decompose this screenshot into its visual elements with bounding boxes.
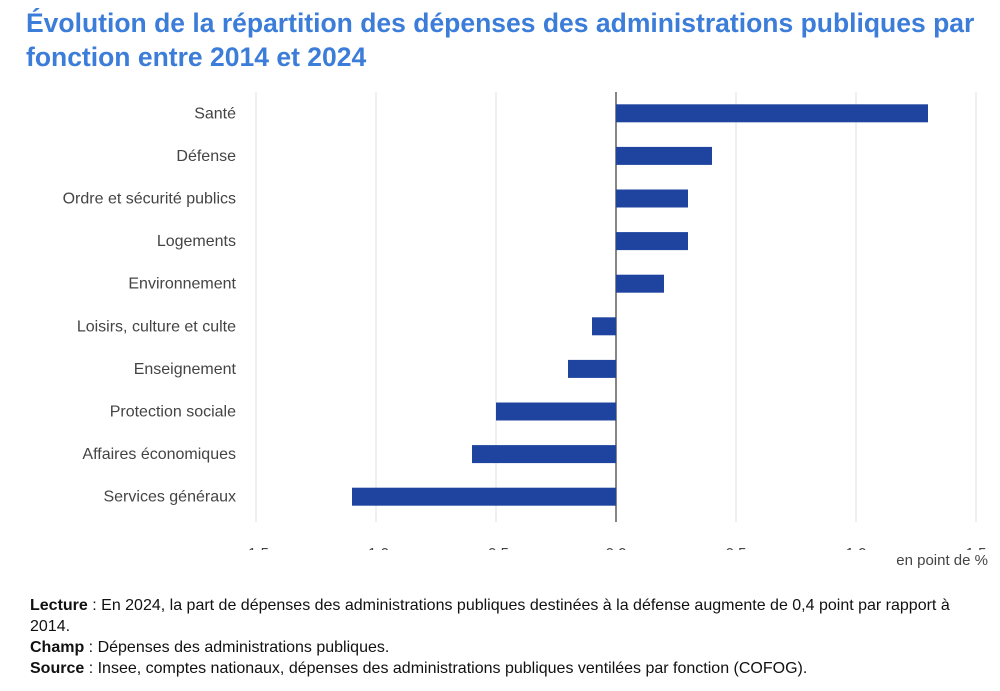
bar <box>472 445 616 464</box>
category-labels: Santé Défense Ordre et sécurité publics Log… <box>63 105 237 505</box>
bar <box>616 232 688 251</box>
x-tick-label: -1,0 <box>363 545 389 550</box>
x-tick-labels: -1,5 -1,0 -0,5 0,0 0,5 1,0 1,5 <box>243 545 986 550</box>
x-tick-label: -0,5 <box>483 545 509 550</box>
x-tick-label: -1,5 <box>243 545 269 550</box>
bar-chart: Santé Défense Ordre et sécurité publics Log… <box>63 92 986 550</box>
x-tick-label: 1,5 <box>966 545 987 550</box>
category-label: Affaires économiques <box>82 446 236 463</box>
bar <box>616 189 688 208</box>
note-champ: Champ : Dépenses des administrations pub… <box>30 639 390 656</box>
category-label: Santé <box>194 105 236 122</box>
category-label: Enseignement <box>134 361 237 378</box>
bar <box>616 104 928 123</box>
bar <box>496 402 616 421</box>
unit-label: en point de % <box>896 552 988 569</box>
chart-title: Évolution de la répartition des dépenses… <box>26 8 975 72</box>
x-tick-label: 0,5 <box>726 545 747 550</box>
x-tick-label: 0,0 <box>606 545 627 550</box>
category-label: Défense <box>176 148 236 165</box>
x-tick-label: 1,0 <box>846 545 867 550</box>
note-lecture: Lecture : En 2024, la part de dépenses d… <box>30 597 950 635</box>
bar <box>616 274 664 293</box>
category-label: Protection sociale <box>110 404 236 421</box>
bar <box>616 146 712 165</box>
bars <box>352 104 928 506</box>
category-label: Services généraux <box>103 489 236 506</box>
chart-notes: Lecture : En 2024, la part de dépenses d… <box>30 595 980 679</box>
bar <box>592 317 616 336</box>
category-label: Loisirs, culture et culte <box>77 318 236 335</box>
category-label: Logements <box>157 233 236 250</box>
bar <box>352 487 616 506</box>
category-label: Ordre et sécurité publics <box>63 191 236 208</box>
bar <box>568 359 616 378</box>
category-label: Environnement <box>128 276 236 293</box>
note-source: Source : Insee, comptes nationaux, dépen… <box>30 660 808 677</box>
